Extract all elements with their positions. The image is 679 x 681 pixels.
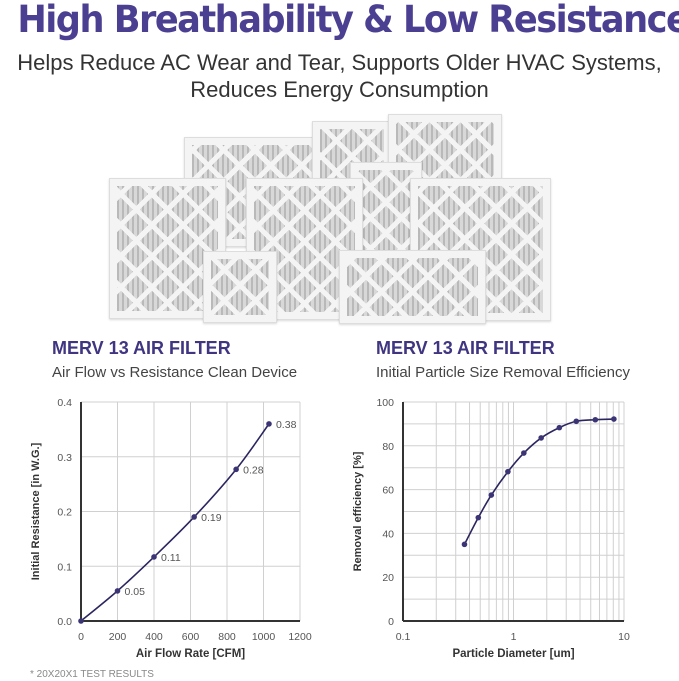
x-tick-label: 200 [109,631,127,643]
data-label: 0.19 [201,512,222,524]
y-tick-label: 0.1 [57,561,72,573]
data-point [233,466,239,473]
y-tick-label: 0.4 [57,397,72,409]
x-tick-label: 0.1 [396,631,411,643]
filter-frame [339,250,486,324]
subtitle-row-2: Reduces Energy Consumption [0,77,679,103]
subtitle-line-1: Helps Reduce AC Wear and Tear, Supports … [17,50,662,75]
chart1-title: Air Flow vs Resistance Clean Device [52,364,298,381]
y-tick-label: 20 [382,572,394,584]
y-tick-label: 80 [382,441,394,453]
y-axis-label: Initial Resistance [in W.G.] [30,442,42,580]
chart2-heading: MERV 13 AIR FILTER [376,338,555,358]
data-point [461,541,468,548]
x-tick-label: 0 [78,631,84,643]
x-axis-label: Particle Diameter [um] [452,648,574,660]
data-label: 0.28 [243,464,264,476]
x-tick-label: 800 [218,631,236,643]
data-point [521,450,527,456]
x-tick-label: 400 [145,631,163,643]
data-point [114,588,121,594]
x-axis-label: Air Flow Rate [CFM] [136,648,245,660]
y-tick-label: 60 [382,485,394,497]
data-point [505,468,511,475]
x-tick-label: 1 [511,631,517,643]
data-point [573,418,580,425]
subtitle-row-1: Helps Reduce AC Wear and Tear, Supports … [0,50,679,76]
y-tick-label: 100 [376,397,394,409]
data-point [78,618,84,624]
chart1-heading: MERV 13 AIR FILTER [52,338,231,358]
footnote: * 20X20X1 TEST RESULTS [30,669,154,680]
data-label: 0.38 [276,419,297,431]
data-point [475,514,482,521]
data-point [151,554,157,560]
y-axis-label: Removal efficiency [%] [352,451,364,571]
air-filters-product-image [0,0,679,330]
x-tick-label: 600 [182,631,200,643]
data-point [611,416,617,422]
data-label: 0.05 [125,586,146,598]
data-point [556,424,563,431]
data-point [538,435,544,441]
x-tick-label: 10 [618,631,630,643]
data-label: 0.11 [161,552,181,564]
y-tick-label: 0.2 [57,507,72,519]
data-point [592,416,599,423]
page-title: High Breathability & Low Resistance [17,0,679,41]
subtitle-line-2: Reduces Energy Consumption [190,77,489,102]
chart2-title: Initial Particle Size Removal Efficiency [376,364,630,381]
filter-frame [203,251,277,323]
y-tick-label: 0 [388,616,394,628]
series-line [80,423,270,622]
y-tick-label: 0.3 [57,452,72,464]
page-title-row: High Breathability & Low Resistance [0,0,679,42]
data-point [488,492,495,498]
x-tick-label: 1200 [288,631,312,643]
data-point [191,514,197,520]
data-point [266,421,272,427]
x-tick-label: 1000 [252,631,276,643]
airflow-resistance-chart: 0 200 400 600 800 1000 1200 0.0 0.1 0.2 0.3 0.4 Air … [30,397,312,660]
series-line [463,418,614,545]
y-tick-label: 40 [382,528,394,540]
y-tick-label: 0.0 [57,616,72,628]
